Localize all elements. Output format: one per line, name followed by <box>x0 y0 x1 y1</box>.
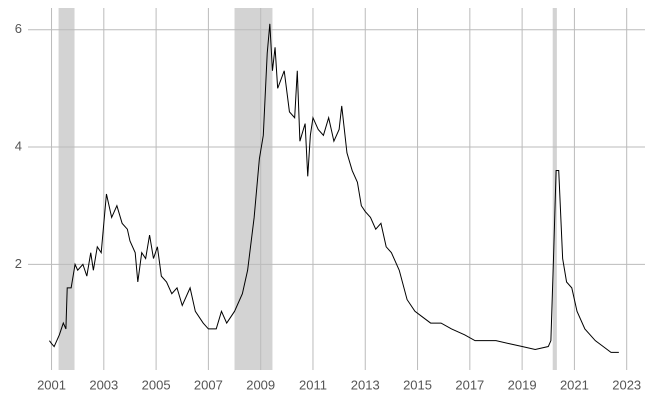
data-line <box>49 23 619 353</box>
x-tick-label: 2017 <box>455 377 484 392</box>
recession-shade <box>552 8 557 370</box>
y-tick-label: 4 <box>15 138 22 153</box>
y-tick-label: 2 <box>15 256 22 271</box>
x-tick-label: 2021 <box>560 377 589 392</box>
x-tick-label: 2001 <box>37 377 66 392</box>
x-tick-label: 2009 <box>246 377 275 392</box>
x-tick-label: 2013 <box>351 377 380 392</box>
x-tick-label: 2007 <box>194 377 223 392</box>
x-tick-label: 2015 <box>403 377 432 392</box>
x-tick-label: 2005 <box>142 377 171 392</box>
x-tick-label: 2023 <box>612 377 641 392</box>
recession-shade <box>58 8 75 370</box>
y-tick-label: 6 <box>15 21 22 36</box>
x-tick-label: 2011 <box>299 377 327 392</box>
x-tick-label: 2019 <box>508 377 537 392</box>
x-tick-label: 2003 <box>89 377 118 392</box>
